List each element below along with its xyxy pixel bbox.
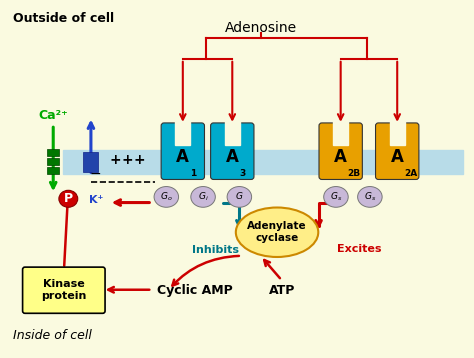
Text: ATP: ATP	[269, 284, 295, 297]
FancyBboxPatch shape	[319, 123, 362, 179]
Text: 3: 3	[239, 169, 246, 178]
Bar	[333, 121, 348, 145]
Ellipse shape	[236, 208, 318, 257]
Ellipse shape	[59, 190, 78, 207]
Bar	[83, 152, 99, 173]
Text: +: +	[121, 153, 133, 167]
Text: A: A	[176, 148, 189, 166]
Bar	[175, 121, 191, 145]
Text: G$_i$: G$_i$	[198, 191, 209, 203]
Text: 1: 1	[190, 169, 196, 178]
Ellipse shape	[227, 187, 252, 207]
Text: Inhibits: Inhibits	[192, 245, 239, 255]
FancyBboxPatch shape	[210, 123, 254, 179]
Text: A: A	[391, 148, 404, 166]
Text: Adenosine: Adenosine	[225, 21, 297, 35]
FancyBboxPatch shape	[375, 123, 419, 179]
Text: −: −	[90, 167, 101, 181]
Text: Excites: Excites	[337, 243, 382, 253]
Text: K⁺: K⁺	[90, 195, 104, 205]
Text: G: G	[236, 192, 243, 202]
Bar	[47, 149, 59, 156]
FancyBboxPatch shape	[161, 123, 204, 179]
Text: Cyclic AMP: Cyclic AMP	[157, 284, 232, 297]
Text: G$_s$: G$_s$	[364, 191, 376, 203]
Text: +: +	[109, 153, 121, 167]
Ellipse shape	[154, 187, 179, 207]
Text: Inside of cell: Inside of cell	[13, 329, 92, 342]
Bar	[225, 121, 240, 145]
Text: +: +	[133, 153, 145, 167]
Text: Adenylate
cyclase: Adenylate cyclase	[247, 222, 307, 243]
Text: A: A	[226, 148, 239, 166]
Text: P: P	[64, 192, 73, 205]
Bar	[390, 121, 405, 145]
Text: G$_o$: G$_o$	[160, 191, 173, 203]
Ellipse shape	[191, 187, 215, 207]
Text: 2B: 2B	[348, 169, 361, 178]
Bar	[47, 167, 59, 174]
Bar	[63, 150, 463, 174]
Bar	[47, 158, 59, 165]
Text: Kinase
protein: Kinase protein	[41, 279, 87, 301]
Text: Outside of cell: Outside of cell	[13, 12, 114, 25]
Text: A: A	[334, 148, 347, 166]
Ellipse shape	[357, 187, 382, 207]
Text: G$_s$: G$_s$	[330, 191, 342, 203]
Ellipse shape	[324, 187, 348, 207]
FancyBboxPatch shape	[23, 267, 105, 313]
Text: 2A: 2A	[404, 169, 418, 178]
Text: Ca²⁺: Ca²⁺	[38, 109, 68, 122]
